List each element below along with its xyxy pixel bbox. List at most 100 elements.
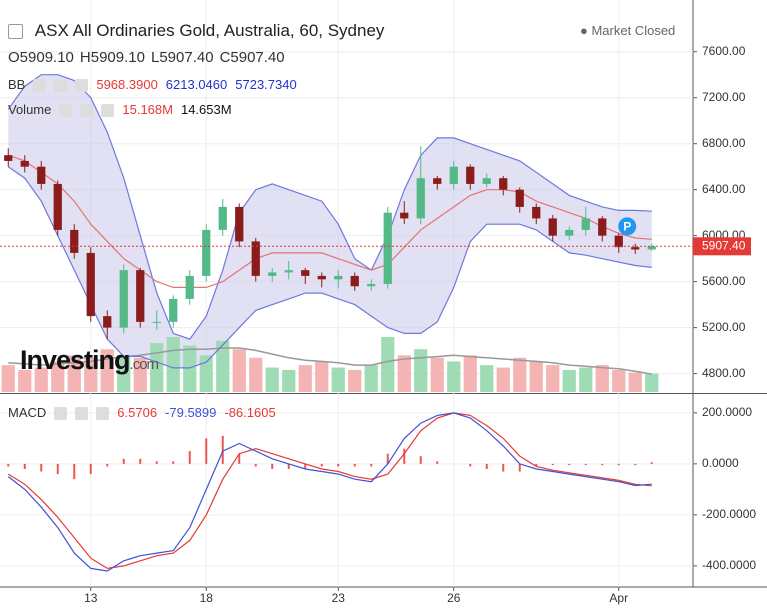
candle-body — [251, 241, 260, 276]
volume-bar — [166, 337, 180, 392]
histogram-bar — [436, 461, 439, 464]
candle-body — [416, 178, 425, 219]
histogram-bar — [370, 463, 373, 467]
settings-icon[interactable] — [54, 79, 68, 93]
y-tick-label: 200.0000 — [702, 405, 752, 419]
histogram-bar — [73, 463, 76, 480]
volume-bar — [546, 365, 560, 392]
candle-body — [152, 321, 161, 323]
chart-title: ASX All Ordinaries Gold, Australia, 60, … — [34, 21, 385, 40]
settings-icon[interactable] — [59, 104, 73, 118]
volume-bar — [331, 367, 345, 392]
status: ● Market Closed — [580, 23, 676, 38]
candle-body — [53, 183, 62, 230]
macd-name: MACD — [8, 405, 47, 420]
candle-body — [317, 275, 326, 280]
badge-label: P — [623, 220, 631, 234]
ohlc-value: 5909.10 — [19, 49, 74, 66]
candle-body — [631, 247, 640, 250]
candle-body — [268, 272, 277, 276]
volume-bar — [249, 357, 263, 392]
bb-value: 5723.7340 — [235, 77, 297, 92]
band-fill — [8, 74, 652, 368]
candle-body — [482, 178, 491, 184]
candle-body — [4, 155, 13, 161]
volume-bar — [579, 367, 593, 392]
candle-body — [20, 160, 29, 167]
volume-bar — [513, 357, 527, 392]
settings-icon[interactable] — [75, 407, 89, 421]
candle-body — [647, 246, 656, 250]
ohlc-legend: O5909.10 H5909.10 L5907.40 C5907.40 — [8, 49, 291, 66]
volume-name: Volume — [8, 102, 52, 117]
candle-body — [218, 206, 227, 230]
y-tick-label: 4800.00 — [702, 366, 746, 380]
settings-icon[interactable] — [33, 79, 47, 93]
histogram-bar — [172, 461, 175, 464]
histogram-bar — [485, 463, 488, 469]
volume-bar — [1, 365, 15, 392]
candle-body — [466, 166, 475, 184]
volume-bar — [612, 370, 626, 392]
candle-body — [532, 206, 541, 219]
settings-icon[interactable] — [101, 104, 115, 118]
band-upper — [7, 74, 652, 340]
x-tick-label: Apr — [609, 591, 628, 605]
volume-bar — [628, 372, 642, 392]
y-tick-label: 7200.00 — [702, 90, 746, 104]
histogram-bar — [617, 463, 620, 466]
y-tick-label: -200.0000 — [702, 507, 756, 521]
candle-body — [367, 283, 376, 287]
histogram-bar — [518, 463, 521, 472]
volume-bar — [397, 355, 411, 392]
last-price-box — [693, 237, 751, 256]
histogram-bar — [502, 463, 505, 472]
volume-bar — [348, 370, 362, 392]
histogram-bar — [155, 461, 158, 464]
volume-bar — [562, 370, 576, 392]
settings-icon[interactable] — [80, 104, 94, 118]
candle-body — [185, 275, 194, 299]
volume-bar — [364, 365, 378, 392]
candle-body — [119, 270, 128, 328]
volume-bar — [51, 361, 65, 392]
macd-legend: MACD 6.5706 -79.5899 -86.1605 — [8, 405, 284, 421]
bb-value: 5968.3900 — [96, 77, 158, 92]
histogram-bar — [353, 463, 356, 467]
candle-body — [37, 166, 46, 184]
bb-name: BB — [8, 77, 26, 92]
volume-bar — [414, 349, 428, 392]
candle-body — [598, 218, 607, 236]
macd-value: -79.5899 — [165, 405, 217, 420]
histogram-bar — [205, 438, 208, 464]
collapse-icon[interactable] — [8, 24, 23, 40]
volume-bar — [199, 355, 213, 392]
volume-bar — [150, 343, 164, 392]
volume-bar — [18, 370, 32, 392]
macd-line — [7, 412, 652, 572]
histogram-bar — [320, 463, 323, 467]
band-middle — [8, 154, 652, 288]
volume-bar — [447, 361, 461, 392]
candle-body — [499, 178, 508, 190]
badge — [618, 217, 637, 236]
settings-icon[interactable] — [54, 407, 68, 421]
volume-bar — [133, 357, 147, 392]
candle-body — [202, 229, 211, 276]
candle-body — [169, 298, 178, 322]
volume-bar — [216, 340, 230, 392]
bb-value: 6213.0460 — [165, 77, 228, 92]
watermark-suffix: .com — [129, 356, 159, 373]
macd-value: 6.5706 — [117, 405, 158, 420]
x-tick-label: 23 — [332, 591, 346, 605]
volume-value: 15.168M — [122, 102, 173, 117]
candle-body — [565, 229, 574, 236]
settings-icon[interactable] — [75, 79, 89, 93]
y-tick-label: 6400.00 — [702, 182, 746, 196]
x-tick-label: 18 — [200, 591, 214, 605]
candle-body — [400, 212, 409, 219]
settings-icon[interactable] — [96, 407, 110, 421]
volume-bar — [645, 373, 659, 392]
